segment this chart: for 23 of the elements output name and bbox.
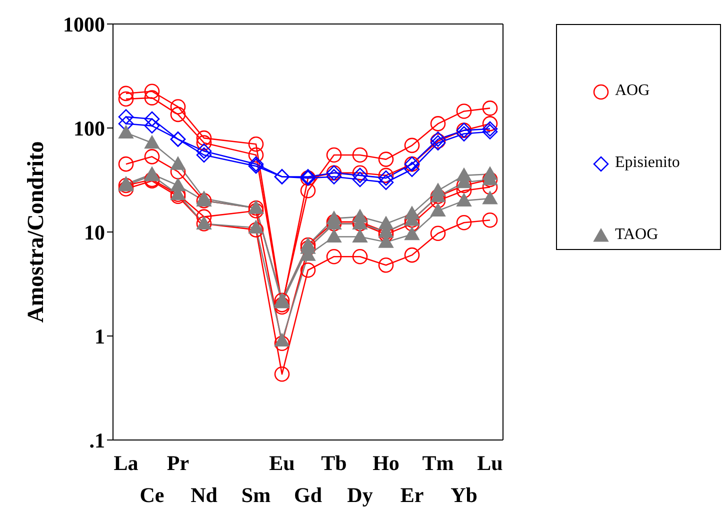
- x-tick-label: Tb: [321, 451, 347, 475]
- x-tick-label: Gd: [294, 483, 322, 507]
- legend-label: Episienito: [615, 154, 680, 172]
- x-tick-label: Dy: [347, 483, 374, 507]
- x-tick-label: La: [114, 451, 139, 475]
- x-tick-label: Lu: [477, 451, 504, 475]
- x-tick-label: Sm: [241, 483, 272, 507]
- y-tick-label: 10: [84, 220, 105, 244]
- x-tick-label: Yb: [450, 483, 478, 507]
- y-tick-label: 1000: [63, 12, 105, 36]
- x-tick-label: Ce: [140, 483, 164, 507]
- x-tick-label: Pr: [166, 451, 190, 475]
- legend-label: AOG: [615, 82, 650, 100]
- y-tick-label: .1: [89, 428, 105, 452]
- x-tick-label: Nd: [190, 483, 218, 507]
- y-tick-label: 100: [74, 116, 105, 140]
- legend-label: TAOG: [615, 226, 658, 244]
- x-tick-label: Er: [400, 483, 424, 507]
- y-tick-label: 1: [94, 324, 105, 348]
- x-tick-label: Ho: [372, 451, 400, 475]
- x-tick-label: Eu: [269, 451, 296, 475]
- x-tick-label: Tm: [422, 451, 454, 475]
- y-axis-title: Amostra/Condrito: [23, 141, 48, 323]
